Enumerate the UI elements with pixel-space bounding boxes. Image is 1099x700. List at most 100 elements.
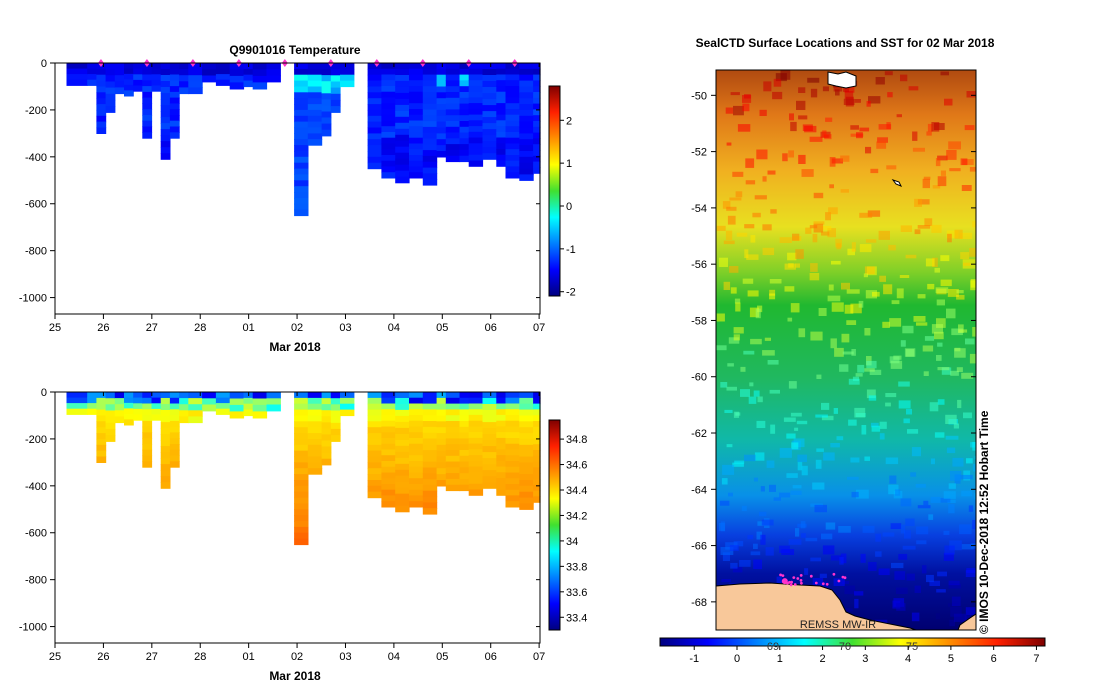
section-cell bbox=[395, 128, 410, 136]
sst-pixel bbox=[882, 321, 890, 328]
section-cell bbox=[321, 81, 332, 88]
section-cell bbox=[436, 450, 447, 458]
section-cell bbox=[519, 98, 534, 105]
section-cell bbox=[294, 444, 309, 452]
section-cell bbox=[459, 86, 470, 93]
sst-pixel bbox=[888, 484, 899, 495]
sst-pixel bbox=[851, 349, 856, 356]
section-cell bbox=[422, 473, 438, 480]
section-cell bbox=[87, 74, 97, 81]
sst-pixel bbox=[769, 293, 776, 300]
section-cell bbox=[468, 414, 484, 422]
section-cell bbox=[445, 484, 461, 492]
sst-pixel bbox=[940, 255, 950, 262]
section-cell bbox=[436, 397, 447, 405]
section-cell bbox=[87, 403, 97, 410]
sst-pixel bbox=[795, 528, 800, 537]
section-cell bbox=[367, 450, 382, 458]
section-cell bbox=[367, 468, 382, 475]
section-cell bbox=[482, 398, 497, 405]
map-lat-axis: -50 -52 -54 -56 -58 -60 -62 -64 -66 -68 bbox=[691, 90, 976, 609]
sst-pixel bbox=[821, 533, 833, 540]
sst-pixel bbox=[752, 212, 761, 218]
section-cell bbox=[519, 468, 534, 475]
section-cell bbox=[367, 63, 382, 70]
sst-pixel bbox=[804, 568, 809, 575]
section-cell bbox=[436, 403, 447, 411]
sst-pixel bbox=[735, 302, 741, 312]
sst-pixel bbox=[954, 347, 961, 352]
sst-pixel bbox=[722, 552, 730, 561]
section-cell bbox=[307, 438, 323, 446]
lat-tick-label: -50 bbox=[691, 90, 707, 102]
sst-pixel bbox=[903, 418, 910, 424]
section-cell bbox=[505, 132, 520, 139]
section-cell bbox=[505, 466, 520, 473]
section-cell bbox=[266, 69, 281, 77]
section-cell bbox=[169, 68, 180, 76]
section-cell bbox=[519, 68, 534, 76]
section-cell bbox=[409, 409, 424, 416]
section-cell bbox=[459, 432, 470, 439]
sst-pixel bbox=[762, 176, 767, 182]
sst-pixel bbox=[816, 374, 822, 379]
sst-pixel bbox=[769, 279, 782, 284]
section-cell bbox=[519, 403, 534, 411]
section-cell bbox=[445, 409, 461, 416]
section-cell bbox=[533, 409, 541, 416]
sst-pixel bbox=[762, 350, 775, 356]
x-tick-label: 07 bbox=[533, 651, 545, 663]
section-cell bbox=[330, 404, 341, 412]
section-cell bbox=[436, 151, 447, 158]
section-cell bbox=[381, 432, 396, 439]
section-cell bbox=[409, 489, 424, 496]
section-cell bbox=[505, 63, 520, 70]
sst-pixel bbox=[869, 369, 882, 375]
sst-pixel bbox=[757, 521, 764, 526]
section-cell bbox=[66, 397, 88, 404]
sst-pixel bbox=[948, 483, 956, 489]
sst-pixel bbox=[937, 155, 948, 161]
section-cell bbox=[294, 515, 309, 522]
section-cell bbox=[105, 398, 116, 405]
section-cell bbox=[409, 143, 424, 150]
sst-pixel bbox=[904, 530, 911, 539]
section-cell bbox=[160, 123, 171, 130]
section-cell bbox=[367, 109, 382, 117]
section-cell bbox=[519, 409, 534, 417]
section-cell bbox=[160, 446, 171, 453]
section-cell bbox=[468, 120, 484, 127]
section-cell bbox=[436, 133, 447, 140]
section-cell bbox=[160, 135, 171, 142]
section-cell bbox=[133, 79, 143, 87]
sst-pixel bbox=[896, 288, 904, 299]
section-cell bbox=[496, 426, 507, 433]
sst-pixel bbox=[822, 130, 827, 138]
sst-pixel bbox=[769, 484, 776, 492]
sst-pixel bbox=[868, 562, 877, 571]
sst-pixel bbox=[931, 122, 940, 132]
section-cell bbox=[505, 495, 520, 502]
lat-tick-label: -54 bbox=[691, 203, 707, 215]
section-cell bbox=[445, 438, 461, 445]
section-cell bbox=[169, 74, 180, 81]
section-cell bbox=[409, 109, 424, 116]
section-cell bbox=[330, 63, 341, 70]
section-cell bbox=[505, 172, 520, 179]
sst-pixel bbox=[934, 331, 944, 340]
section-cell bbox=[505, 80, 520, 87]
section-cell bbox=[151, 403, 162, 410]
section-cell bbox=[215, 403, 231, 410]
sst-pixel bbox=[813, 192, 824, 199]
section-cell bbox=[215, 63, 231, 70]
section-cell bbox=[505, 149, 520, 156]
section-cell bbox=[519, 115, 534, 123]
section-cell bbox=[330, 106, 341, 113]
section-cell bbox=[367, 491, 382, 499]
sst-pixel bbox=[922, 345, 934, 352]
x-tick-label: 26 bbox=[97, 651, 109, 663]
section-cell bbox=[321, 123, 332, 131]
section-cell bbox=[468, 437, 484, 445]
section-cell bbox=[533, 496, 541, 503]
sst-pixel bbox=[914, 229, 921, 235]
